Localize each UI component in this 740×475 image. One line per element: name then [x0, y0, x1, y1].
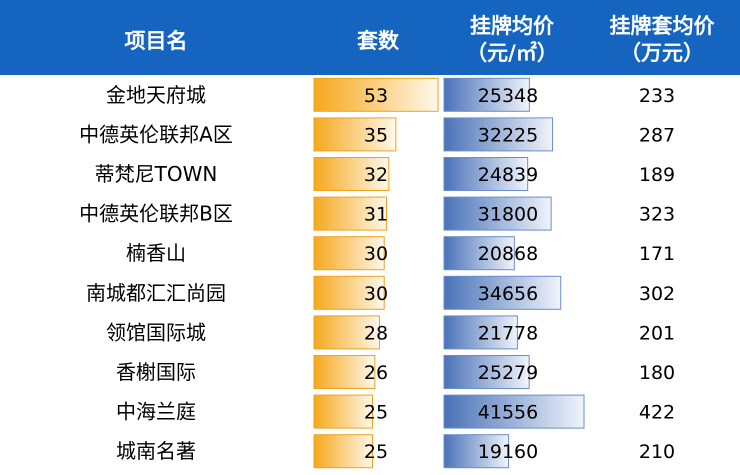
units-value: 25 [364, 402, 388, 424]
table-row: 楠香山 30 20868 171 [126, 236, 675, 271]
total-price-value: 171 [639, 243, 675, 265]
header-avg-price: 挂牌均价 [470, 14, 555, 38]
total-price-value: 287 [639, 124, 675, 146]
avg-price-value: 21778 [478, 322, 538, 344]
units-bar [313, 394, 373, 429]
total-price-value: 422 [639, 402, 675, 424]
units-bar [313, 315, 381, 350]
header-total-price: 挂牌套均价 [610, 14, 716, 38]
table-row: 南城都汇汇尚园 30 34656 302 [86, 275, 675, 310]
table-row: 金地天府城 53 25348 233 [106, 77, 675, 112]
units-value: 32 [364, 164, 388, 186]
units-value: 31 [364, 204, 388, 226]
table-row: 领馆国际城 28 21778 201 [106, 315, 675, 350]
table-row: 中海兰庭 25 41556 422 [116, 394, 675, 429]
units-value: 26 [364, 362, 388, 384]
project-name-cell: 蒂梵尼TOWN [95, 162, 218, 186]
project-name-cell: 城南名著 [116, 439, 196, 463]
avg-price-bar [443, 355, 530, 389]
units-value: 35 [364, 124, 388, 146]
avg-price-value: 19160 [478, 441, 538, 463]
avg-price-bar [443, 394, 585, 429]
table-row: 中德英伦联邦B区 31 31800 323 [79, 196, 675, 231]
units-bar [313, 355, 376, 389]
project-name-cell: 中海兰庭 [116, 400, 196, 424]
avg-price-bar [443, 236, 515, 271]
header-avg-price-unit: （元/㎡） [466, 41, 558, 65]
project-name-cell: 香榭国际 [116, 360, 196, 384]
avg-price-value: 31800 [478, 204, 538, 226]
units-bar [313, 77, 439, 112]
avg-price-bar [443, 196, 552, 231]
units-value: 28 [364, 322, 388, 344]
project-name-cell: 中德英伦联邦A区 [79, 122, 233, 146]
avg-price-bar [443, 434, 510, 469]
avg-price-value: 25348 [478, 85, 538, 107]
header-background [0, 0, 740, 75]
avg-price-bar [443, 77, 530, 112]
project-name-cell: 南城都汇汇尚园 [86, 281, 226, 305]
total-price-value: 180 [639, 362, 675, 384]
table-row: 城南名著 25 19160 210 [116, 434, 675, 469]
avg-price-value: 41556 [478, 402, 538, 424]
avg-price-value: 25279 [478, 362, 538, 384]
avg-price-value: 34656 [478, 283, 538, 305]
table-row: 香榭国际 26 25279 180 [116, 355, 675, 389]
units-bar [313, 117, 397, 152]
units-bar [313, 236, 385, 271]
project-name-cell: 金地天府城 [106, 83, 206, 107]
total-price-value: 323 [639, 204, 675, 226]
units-bar [313, 275, 385, 310]
avg-price-bar [443, 315, 518, 350]
units-bar [313, 434, 373, 469]
table-row: 蒂梵尼TOWN 32 24839 189 [95, 157, 675, 191]
avg-price-bar [443, 157, 529, 191]
total-price-value: 210 [639, 441, 675, 463]
total-price-value: 201 [639, 322, 675, 344]
units-value: 53 [364, 85, 388, 107]
table-row: 中德英伦联邦A区 35 32225 287 [79, 117, 675, 152]
avg-price-value: 20868 [478, 243, 538, 265]
project-name-cell: 楠香山 [126, 241, 186, 265]
header-units: 套数 [357, 29, 400, 53]
units-bar [313, 157, 390, 191]
units-value: 30 [364, 283, 388, 305]
table-body: 金地天府城 53 25348 233 中德英伦联邦A区 35 32225 287 蒂梵尼TOWN… [79, 77, 675, 469]
total-price-value: 302 [639, 283, 675, 305]
header-project-name: 项目名 [125, 29, 188, 53]
avg-price-value: 32225 [478, 124, 538, 146]
avg-price-value: 24839 [478, 164, 538, 186]
total-price-value: 233 [639, 85, 675, 107]
units-value: 30 [364, 243, 388, 265]
units-bar [313, 196, 388, 231]
header-total-price-unit: （万元） [620, 41, 704, 65]
project-name-cell: 中德英伦联邦B区 [79, 202, 233, 226]
total-price-value: 189 [639, 164, 675, 186]
avg-price-bar [443, 275, 562, 310]
units-value: 25 [364, 441, 388, 463]
project-name-cell: 领馆国际城 [106, 320, 206, 344]
avg-price-bar [443, 117, 554, 152]
